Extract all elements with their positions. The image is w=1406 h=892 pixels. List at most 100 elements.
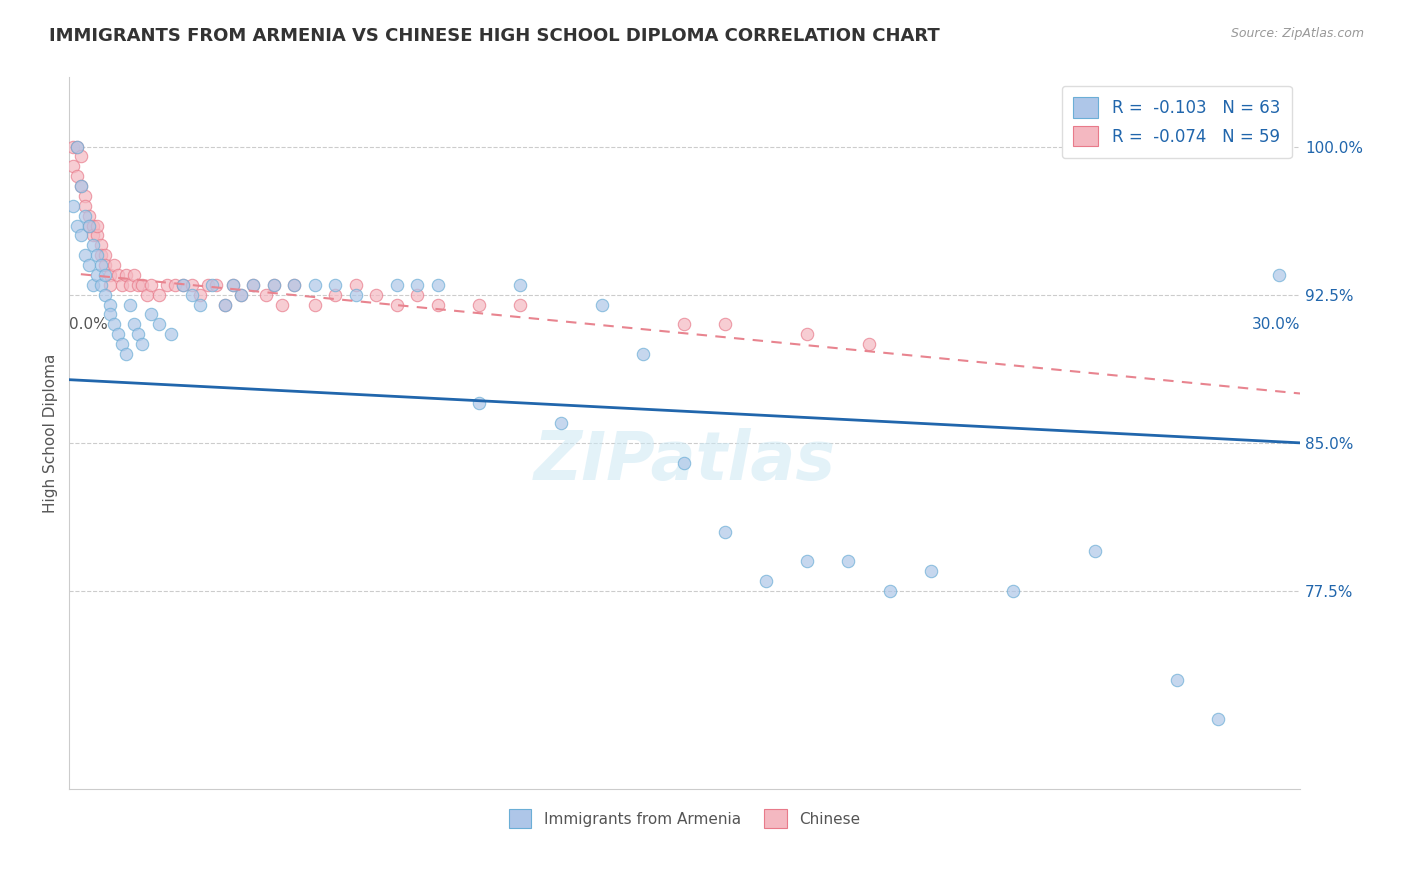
Point (70, 179, 93, 194)
Point (837, 554, 859, 568)
Point (90, 258, 112, 272)
Point (214, 297, 236, 311)
Point (98, 277, 121, 292)
Point (344, 277, 367, 292)
Point (366, 287, 388, 301)
Point (98, 308, 121, 322)
Point (325, 277, 347, 292)
Point (229, 287, 252, 301)
Point (148, 318, 170, 332)
Point (304, 297, 326, 311)
Point (214, 297, 236, 311)
Text: Source: ZipAtlas.com: Source: ZipAtlas.com (1230, 27, 1364, 40)
Point (879, 584, 901, 599)
Point (127, 277, 149, 292)
Point (77, 209, 100, 223)
Point (263, 277, 285, 292)
Point (135, 287, 157, 301)
Point (550, 416, 572, 430)
Text: 30.0%: 30.0% (1251, 317, 1301, 332)
Point (160, 327, 183, 342)
Point (77, 219, 100, 233)
Point (714, 524, 737, 539)
Point (66, 139, 89, 153)
Point (385, 297, 408, 311)
Point (631, 347, 654, 361)
Point (197, 277, 219, 292)
Point (165, 277, 187, 292)
Point (82, 277, 104, 292)
Text: 0.0%: 0.0% (69, 317, 107, 332)
Point (304, 277, 326, 292)
Point (73, 199, 96, 213)
Point (201, 277, 224, 292)
Text: IMMIGRANTS FROM ARMENIA VS CHINESE HIGH SCHOOL DIPLOMA CORRELATION CHART: IMMIGRANTS FROM ARMENIA VS CHINESE HIGH … (49, 27, 941, 45)
Point (62, 159, 84, 173)
Point (1268, 268, 1291, 282)
Point (90, 248, 112, 262)
Point (468, 297, 491, 311)
Point (254, 287, 277, 301)
Point (406, 277, 429, 292)
Point (73, 209, 96, 223)
Point (920, 564, 942, 578)
Point (591, 297, 613, 311)
Point (94, 248, 117, 262)
Point (148, 287, 170, 301)
Point (406, 287, 429, 301)
Point (82, 228, 104, 243)
Point (86, 268, 108, 282)
Point (73, 248, 96, 262)
Point (755, 574, 778, 588)
Point (111, 337, 134, 351)
Point (1084, 544, 1107, 558)
Legend: Immigrants from Armenia, Chinese: Immigrants from Armenia, Chinese (502, 804, 866, 834)
Point (271, 297, 294, 311)
Point (62, 199, 84, 213)
Point (94, 258, 117, 272)
Point (70, 179, 93, 194)
Point (242, 277, 264, 292)
Point (115, 347, 138, 361)
Point (66, 219, 89, 233)
Point (468, 396, 491, 410)
Point (344, 287, 367, 301)
Point (180, 287, 202, 301)
Point (98, 268, 121, 282)
Point (90, 238, 112, 252)
Point (94, 268, 117, 282)
Point (120, 277, 142, 292)
Point (73, 189, 96, 203)
Point (509, 277, 531, 292)
Point (98, 297, 121, 311)
Point (77, 219, 100, 233)
Point (103, 258, 125, 272)
Point (1166, 673, 1188, 687)
Point (66, 139, 89, 153)
Point (325, 287, 347, 301)
Point (242, 277, 264, 292)
Point (222, 277, 245, 292)
Point (427, 277, 450, 292)
Point (90, 277, 112, 292)
Point (107, 268, 129, 282)
Point (103, 318, 125, 332)
Point (796, 554, 818, 568)
Point (127, 327, 149, 342)
Point (82, 219, 104, 233)
Point (122, 318, 145, 332)
Point (131, 337, 153, 351)
Point (385, 277, 408, 292)
Point (188, 297, 211, 311)
Point (673, 318, 696, 332)
Point (1001, 584, 1024, 599)
Point (222, 277, 245, 292)
Point (70, 228, 93, 243)
Point (172, 277, 194, 292)
Point (122, 268, 145, 282)
Point (111, 277, 134, 292)
Point (86, 219, 108, 233)
Point (156, 277, 179, 292)
Point (509, 297, 531, 311)
Point (796, 327, 818, 342)
